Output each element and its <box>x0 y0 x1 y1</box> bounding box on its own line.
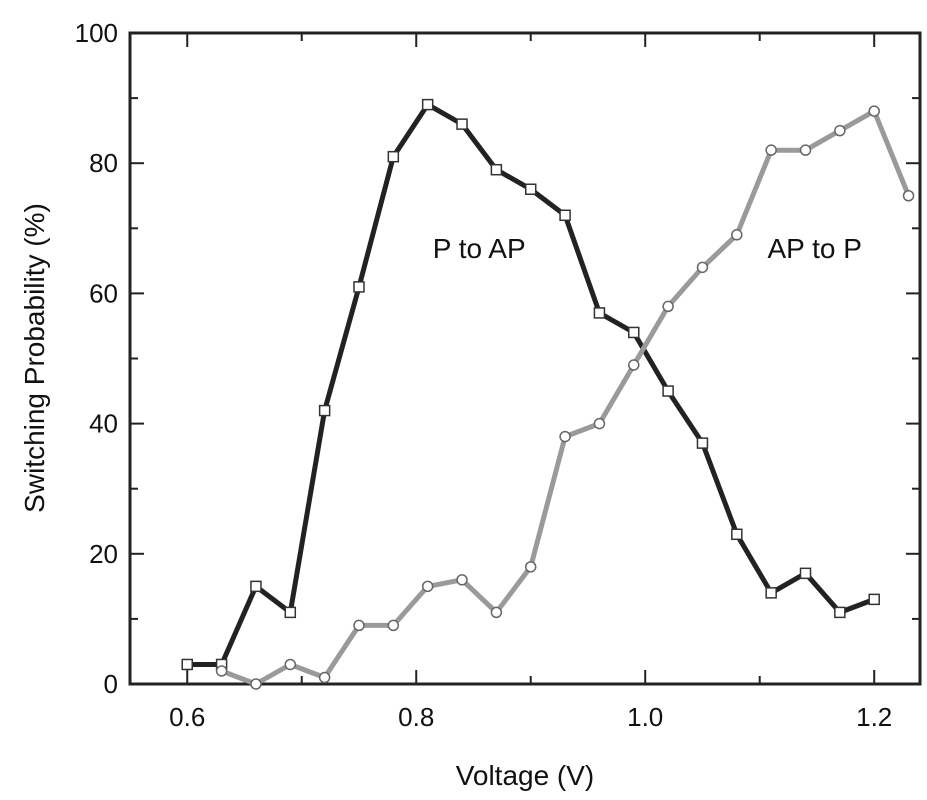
data-point <box>731 528 743 541</box>
data-point <box>421 580 434 593</box>
plot-frame <box>128 31 922 686</box>
x-tick-label: 1.2 <box>856 702 892 732</box>
data-point <box>834 606 846 619</box>
data-point <box>387 619 400 632</box>
x-tick-label: 0.6 <box>169 702 205 732</box>
x-tick-label: 0.8 <box>398 702 434 732</box>
data-point <box>387 150 400 163</box>
data-point <box>868 105 880 117</box>
data-point <box>559 430 571 443</box>
x-tick-label: 1.0 <box>627 702 663 732</box>
series-annotation: AP to P <box>767 233 861 264</box>
y-tick-label: 20 <box>89 539 118 569</box>
data-point <box>731 229 743 241</box>
data-point <box>559 209 571 222</box>
data-point <box>490 606 503 619</box>
y-tick-label: 100 <box>75 18 118 48</box>
data-point <box>868 593 880 606</box>
y-tick-label: 80 <box>89 148 118 178</box>
data-point <box>524 561 537 573</box>
data-point <box>765 587 777 599</box>
series-line <box>220 108 911 687</box>
axis-tick-labels: 0.6 0.8 1.0 1.2 0 20 40 60 80 100 <box>75 18 893 732</box>
data-point <box>353 281 365 293</box>
data-point <box>215 665 228 677</box>
data-point <box>593 417 606 430</box>
data-point <box>799 567 812 580</box>
data-point <box>284 606 297 619</box>
data-point <box>524 183 537 195</box>
data-point <box>593 307 606 319</box>
data-point <box>353 619 365 632</box>
data-point <box>696 261 709 274</box>
data-point <box>902 190 915 202</box>
data-point <box>662 385 674 397</box>
data-point <box>318 671 331 684</box>
data-point <box>799 144 812 156</box>
data-point <box>628 359 640 371</box>
axis-ticks <box>130 32 920 685</box>
data-point <box>696 437 709 449</box>
x-axis-title: Voltage (V) <box>456 760 595 791</box>
annotations: P to AP AP to P <box>433 233 862 264</box>
data-point <box>318 404 331 417</box>
data-point <box>284 658 297 671</box>
data-point <box>250 678 262 690</box>
data-point <box>456 118 468 130</box>
data-point <box>490 163 503 176</box>
y-tick-label: 40 <box>89 409 118 439</box>
data-point <box>662 300 674 313</box>
y-axis-title: Switching Probability (%) <box>19 203 50 513</box>
series-ap-to-p <box>215 105 915 690</box>
data-point <box>765 144 777 156</box>
data-point <box>628 326 640 339</box>
series-annotation: P to AP <box>433 233 526 264</box>
data-point <box>421 98 434 111</box>
y-tick-label: 0 <box>104 669 118 699</box>
data-point <box>250 580 262 593</box>
series-layer <box>181 98 915 690</box>
data-point <box>834 124 846 137</box>
data-point <box>181 658 193 671</box>
series-p-to-ap <box>181 98 880 671</box>
data-point <box>456 574 468 586</box>
y-tick-label: 60 <box>89 278 118 308</box>
